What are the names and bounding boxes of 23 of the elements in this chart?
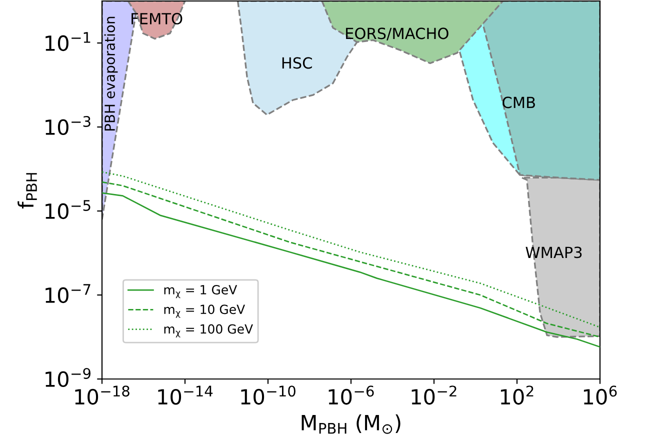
legend-label: m$_{χ}$ = 10 GeV [164, 304, 246, 318]
series-label: PBH evaporation [104, 16, 118, 131]
x-tick-label: 10$^{−10}$ [241, 386, 296, 405]
x-axis-title: M$_{PBH}$ (M$_{⊙}$) [302, 414, 400, 434]
x-tick-label: 10$^{−18}$ [75, 386, 130, 405]
y-tick-label: 10$^{−3}$ [46, 116, 90, 136]
x-tick-label: 10$^{−2}$ [412, 386, 456, 405]
series-label: FEMTO [132, 12, 182, 24]
y-tick-label: 10$^{−5}$ [46, 200, 90, 220]
series-label: HSC [282, 57, 312, 69]
y-axis-title: f$_{PBH}$ [18, 173, 37, 208]
y-tick-label: 10$^{−1}$ [46, 32, 90, 52]
y-tick-label: 10$^{−9}$ [46, 368, 90, 388]
series-label: WMAP3 [526, 246, 582, 258]
legend-label: m$_{χ}$ = 100 GeV [164, 324, 253, 338]
x-tick-label: 10$^{−14}$ [158, 386, 213, 405]
series-label: CMB [502, 96, 535, 108]
x-tick-label: 10$^{6}$ [584, 386, 617, 405]
legend-label: m$_{χ}$ = 1 GeV [164, 285, 238, 298]
y-tick-label: 10$^{−7}$ [46, 284, 90, 304]
x-tick-label: 10$^{−6}$ [328, 386, 374, 405]
series-label: EORS/MACHO [346, 28, 448, 40]
x-tick-label: 10$^{2}$ [500, 386, 534, 405]
